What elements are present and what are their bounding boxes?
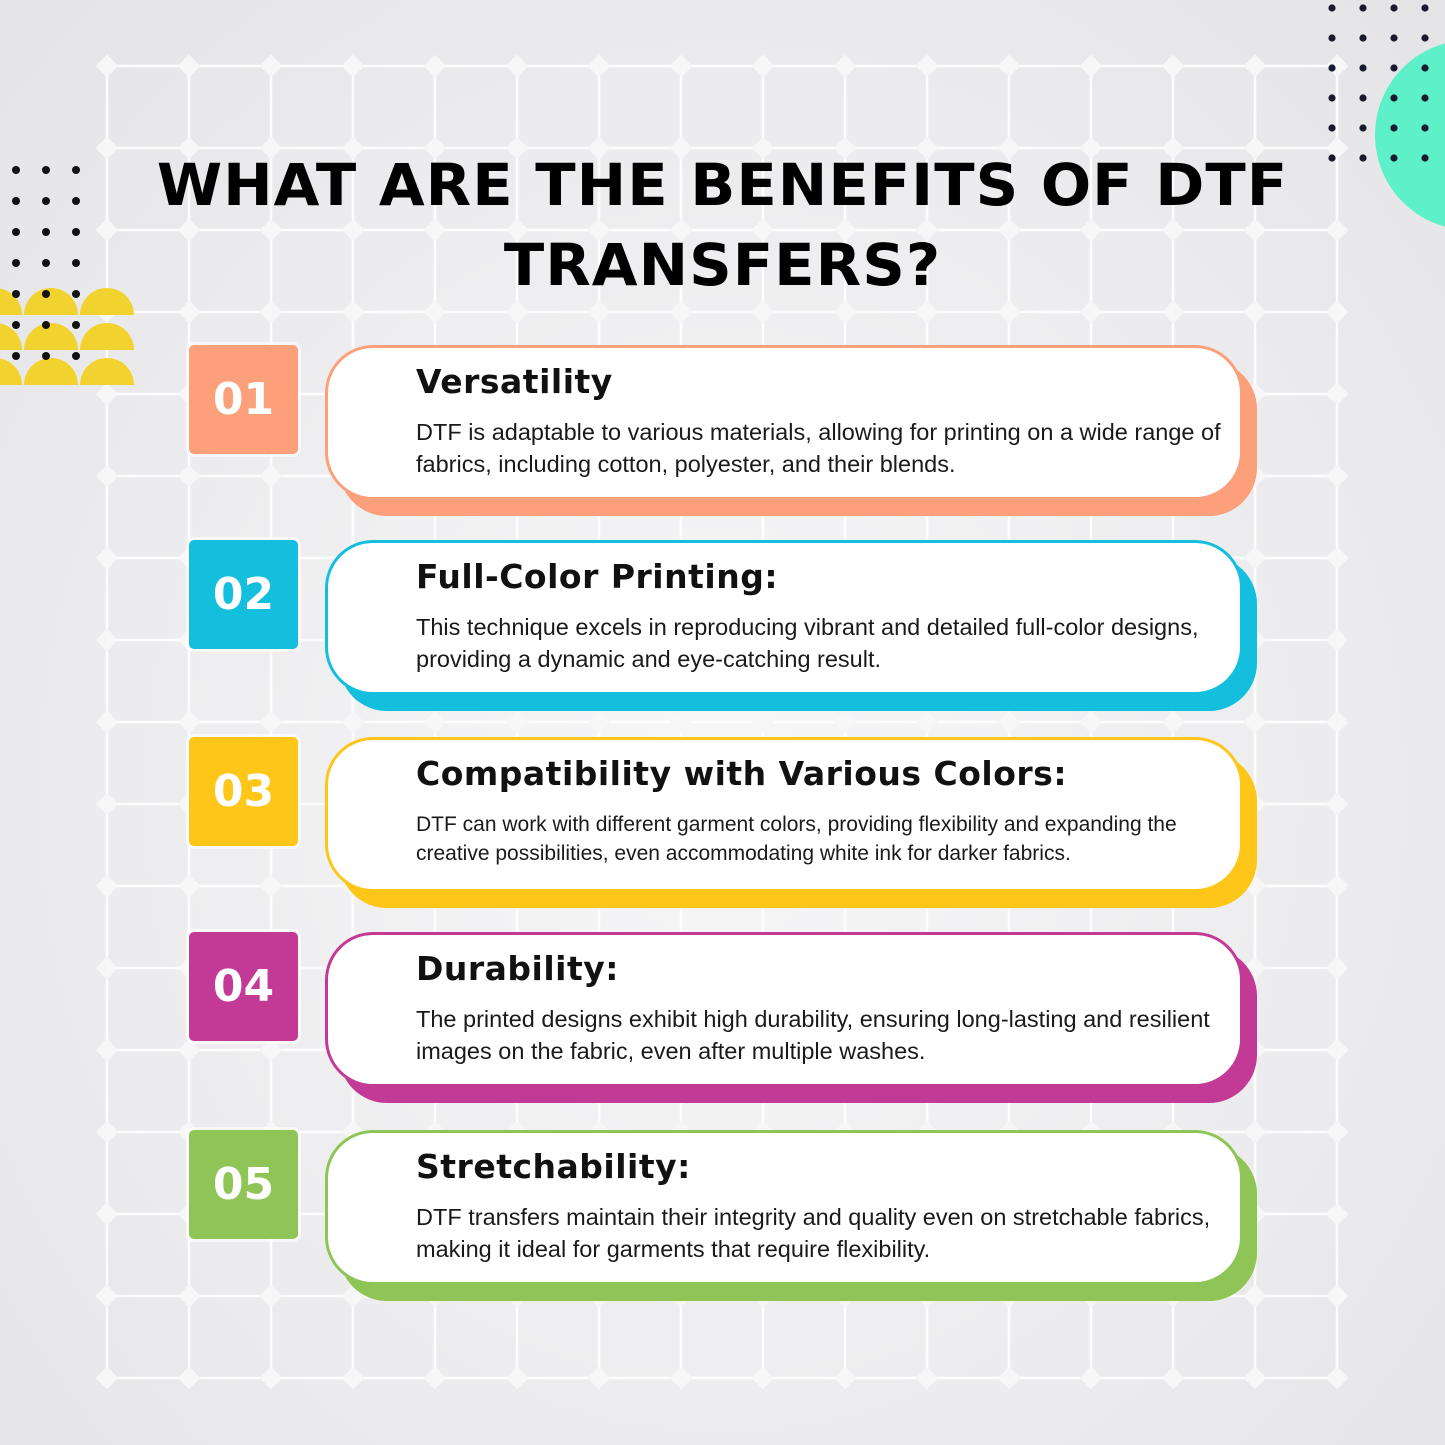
benefit-heading: Compatibility with Various Colors: <box>416 754 1068 793</box>
benefit-item: 03 Compatibility with Various Colors: DT… <box>189 709 1259 908</box>
decorative-yellow-semicircles <box>0 288 134 385</box>
item-number-badge: 03 <box>189 737 298 846</box>
benefit-item: 05 Stretchability: DTF transfers maintai… <box>189 1102 1259 1301</box>
benefit-card: Full-Color Printing: This technique exce… <box>325 540 1243 695</box>
benefit-description: DTF is adaptable to various materials, a… <box>416 419 1221 477</box>
decorative-dots-left <box>12 166 80 360</box>
benefit-item: 04 Durability: The printed designs exhib… <box>189 904 1259 1103</box>
benefit-heading: Stretchability: <box>416 1147 691 1186</box>
decorative-teal-circle <box>1375 43 1445 227</box>
item-number-badge: 01 <box>189 345 298 454</box>
item-number-badge: 02 <box>189 540 298 649</box>
benefit-heading: Versatility <box>416 362 613 401</box>
benefit-heading: Full-Color Printing: <box>416 557 779 596</box>
benefit-heading: Durability: <box>416 949 619 988</box>
decorative-dots-right <box>1328 4 1429 162</box>
item-number-badge: 04 <box>189 932 298 1041</box>
item-number-badge: 05 <box>189 1130 298 1239</box>
benefit-card: Durability: The printed designs exhibit … <box>325 932 1243 1087</box>
benefit-item: 02 Full-Color Printing: This technique e… <box>189 512 1259 711</box>
benefit-description: DTF transfers maintain their integrity a… <box>416 1204 1211 1262</box>
page-title: WHAT ARE THE BENEFITS OF DTF TRANSFERS? <box>156 151 1289 299</box>
benefit-card: Versatility DTF is adaptable to various … <box>325 345 1243 500</box>
benefit-card: Compatibility with Various Colors: DTF c… <box>325 737 1243 892</box>
benefit-description: The printed designs exhibit high durabil… <box>416 1006 1210 1064</box>
benefit-item: 01 Versatility DTF is adaptable to vario… <box>189 317 1259 516</box>
benefit-description: DTF can work with different garment colo… <box>416 813 1177 865</box>
benefit-card: Stretchability: DTF transfers maintain t… <box>325 1130 1243 1285</box>
benefit-description: This technique excels in reproducing vib… <box>416 614 1199 672</box>
